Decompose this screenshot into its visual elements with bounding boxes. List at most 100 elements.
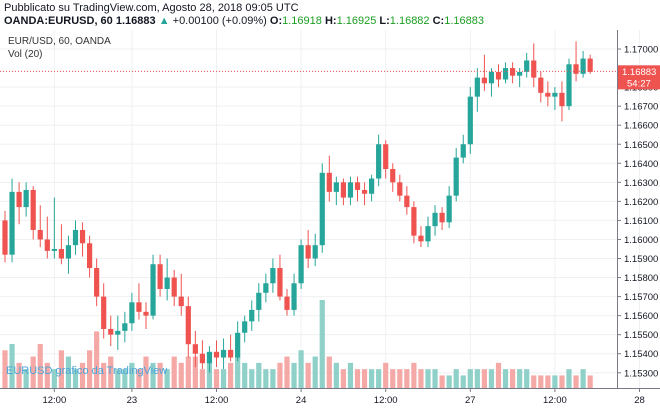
volume-bar	[291, 362, 297, 388]
volume-bar	[369, 369, 375, 388]
candle-body	[531, 60, 537, 78]
volume-bar	[319, 300, 325, 388]
candle-body	[580, 58, 586, 74]
x-tick-label: 12:00	[543, 395, 567, 406]
candle	[291, 273, 297, 316]
candle	[524, 52, 530, 78]
candlestick-chart[interactable]: 1.15300 1.15400 1.15500 1.15600 1.15700 1.158…	[0, 30, 660, 411]
candle-body	[199, 353, 205, 364]
y-tick-label: 1.15700	[624, 292, 658, 303]
volume-bar	[312, 356, 318, 388]
volume-bar	[559, 375, 565, 388]
volume-bar	[495, 362, 502, 388]
candle	[538, 71, 544, 103]
candle-body	[263, 283, 269, 293]
volume-bar	[136, 369, 142, 388]
volume-bar	[425, 369, 431, 388]
volume-bar	[347, 362, 354, 388]
volume-bar	[122, 369, 128, 388]
candle	[361, 182, 368, 206]
open-value: 1.16918	[282, 15, 322, 27]
y-tick-label: 1.16400	[624, 159, 658, 170]
candle-body	[404, 195, 410, 208]
volume-bar	[573, 375, 579, 388]
volume-bar	[510, 369, 516, 388]
candle-body	[333, 182, 339, 192]
volume-bar	[305, 362, 311, 388]
volume-bar	[157, 362, 163, 388]
candle-body	[58, 248, 64, 259]
candle-body	[383, 144, 389, 170]
candle	[531, 43, 537, 88]
candle-body	[72, 229, 79, 246]
candle	[411, 201, 417, 244]
candle-body	[150, 264, 156, 316]
y-tick-label: 1.15800	[624, 273, 658, 284]
candle	[369, 174, 375, 202]
candle-body	[305, 245, 311, 259]
chart-area[interactable]: 1.15300 1.15400 1.15500 1.15600 1.15700 1.158…	[0, 30, 660, 411]
candle	[376, 134, 382, 187]
candle	[566, 58, 572, 110]
candle	[108, 315, 114, 347]
candle-body	[432, 212, 438, 227]
candle	[474, 68, 480, 112]
volume-bar	[143, 356, 149, 388]
candle	[30, 186, 36, 240]
volume-bar	[242, 362, 248, 388]
volume-bar	[249, 369, 255, 388]
tradingview-watermark: EURUSD grafico da TradingView	[6, 365, 168, 377]
candle-body	[502, 68, 509, 80]
candle-body	[467, 96, 473, 145]
volume-bar	[460, 375, 466, 388]
volume-bar	[270, 369, 276, 388]
candle	[425, 216, 431, 248]
volume-bar	[383, 362, 389, 388]
y-tick-label: 1.16500	[624, 140, 658, 151]
candle	[263, 273, 269, 303]
candle	[404, 186, 410, 215]
candle	[101, 283, 107, 339]
last-price-countdown: 54:27	[627, 78, 651, 89]
volume-bar	[390, 369, 396, 388]
candle-body	[524, 60, 530, 72]
candles	[2, 41, 593, 373]
candle	[333, 176, 339, 206]
y-tick-label: 1.15400	[624, 349, 658, 360]
volume-bar	[94, 331, 100, 388]
volume-bar	[44, 362, 50, 388]
candle-body	[171, 277, 177, 297]
candle	[23, 182, 29, 217]
candle	[199, 340, 205, 369]
candle	[122, 311, 128, 343]
candle	[256, 283, 262, 322]
candle-body	[178, 296, 184, 307]
candle-body	[284, 296, 290, 310]
candle-body	[559, 92, 565, 107]
last-price: 1.16883	[115, 15, 156, 27]
volume-bar	[51, 369, 57, 388]
candle-body	[23, 189, 29, 208]
candle	[446, 186, 452, 229]
candle-body	[79, 229, 86, 244]
volume-indicator-label[interactable]: Vol (20)	[8, 49, 43, 60]
volume-bar	[333, 362, 339, 388]
candle	[488, 68, 495, 97]
candle-body	[16, 191, 22, 208]
candle-body	[228, 349, 234, 358]
candle	[171, 269, 177, 307]
candle-body	[587, 58, 593, 72]
volume-bar	[453, 369, 459, 388]
volume-bar	[354, 369, 361, 388]
candle-body	[44, 239, 50, 251]
candle	[37, 205, 43, 248]
volume-bar	[164, 369, 170, 388]
candle-body	[220, 349, 227, 358]
candle-body	[213, 351, 220, 358]
candle-body	[460, 144, 466, 158]
volume-bars	[2, 300, 593, 388]
candle	[228, 334, 234, 362]
y-tick-label: 1.16600	[624, 121, 658, 132]
candle-body	[164, 277, 170, 289]
candle	[545, 81, 551, 107]
